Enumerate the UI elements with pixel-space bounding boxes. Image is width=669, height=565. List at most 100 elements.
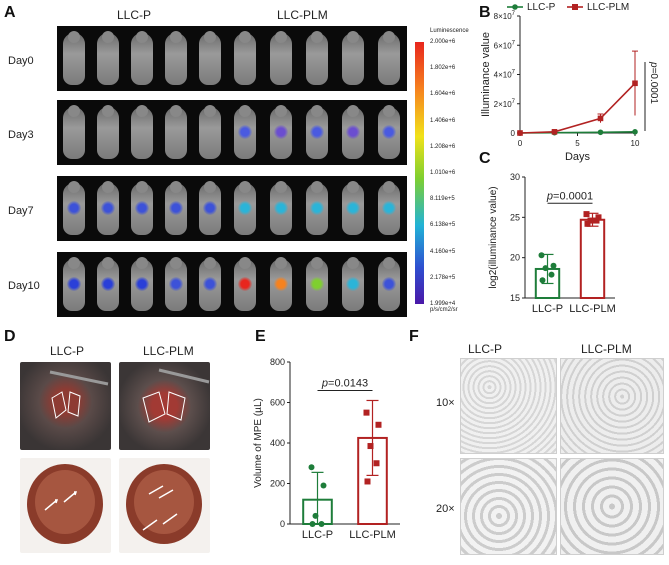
legend-label: LLC-P (527, 2, 556, 13)
imaging-panel-llcplm (227, 100, 407, 165)
luminescence-signal (101, 200, 115, 215)
y-tick-label: 400 (270, 438, 285, 448)
magnification-label: 10× (436, 397, 455, 409)
data-point (364, 478, 371, 485)
mouse-image (378, 30, 400, 85)
imaging-panel-llcp (57, 176, 227, 241)
luminescence-signal (135, 200, 149, 215)
y-tick-label: 200 (270, 479, 285, 489)
luminescence-signal (310, 276, 324, 291)
mouse-image (165, 180, 187, 235)
data-point (309, 521, 316, 527)
colorbar-tick-label: 2.178e+5 (430, 274, 456, 281)
imaging-panel-llcp (57, 252, 227, 317)
colorbar-tick-label: 1.208e+6 (430, 143, 456, 150)
x-tick-label: LLC-PLM (349, 529, 395, 541)
luminescence-signal (203, 200, 217, 215)
luminescence-signal (238, 200, 252, 215)
mouse-image (131, 104, 153, 159)
mouse-image (342, 180, 364, 235)
y-tick-label: 800 (270, 357, 285, 367)
luminescence-signal (310, 124, 324, 139)
data-point (375, 421, 382, 428)
x-tick-label: 10 (631, 139, 640, 148)
mouse-image (63, 256, 85, 311)
y-tick-label: 20 (510, 253, 520, 263)
mouse-image (199, 30, 221, 85)
day-label: Day7 (8, 205, 34, 217)
y-tick-label: 600 (270, 398, 285, 408)
day-label: Day3 (8, 129, 34, 141)
data-point (539, 277, 546, 284)
colorbar-tick-label: 1.604e+6 (430, 91, 456, 98)
cell-image-llcplm-10x (560, 358, 664, 454)
p-value-annotation: p=0.0001 (648, 61, 659, 104)
mouse-image (306, 30, 328, 85)
y-tick-label: 2×107 (494, 99, 516, 109)
x-tick-label: LLC-P (532, 303, 563, 315)
data-point (367, 443, 374, 450)
colorbar-tick-label: 2.000e+6 (430, 39, 456, 45)
thorax-photo-llcp (20, 362, 111, 450)
legend-label: LLC-PLM (587, 2, 629, 13)
colorbar-gradient (415, 42, 424, 304)
mouse-image (63, 180, 85, 235)
mouse-image (131, 180, 153, 235)
y-tick-label: 6×107 (494, 40, 516, 50)
panel-label-b: B (479, 4, 491, 21)
p-value-annotation: p=0.0143 (321, 377, 368, 389)
imaging-panel-llcplm (227, 26, 407, 91)
luminescence-signal (67, 276, 81, 291)
mouse-image (270, 180, 292, 235)
chart-e: 0 200 400 600 800 Volume of MPE (µL) LLC-P LLC-… (253, 357, 400, 541)
colorbar-unit: p/s/cm2/sr (430, 307, 458, 313)
mouse-image (234, 256, 256, 311)
mouse-image (199, 104, 221, 159)
data-point (517, 130, 523, 136)
x-tick-label: LLC-P (302, 529, 333, 541)
colorbar-tick-label: 4.160e+5 (430, 248, 456, 255)
mouse-image (199, 256, 221, 311)
mouse-image (378, 104, 400, 159)
data-point (308, 464, 315, 471)
mouse-image (306, 256, 328, 311)
mouse-image (97, 30, 119, 85)
lung-photo-llcplm (119, 458, 210, 553)
colorbar-tick-label: 1.999e+4 (430, 301, 456, 307)
colorbar-tick-label: 1.010e+6 (430, 170, 456, 176)
luminescence-signal (346, 276, 360, 291)
mouse-image (270, 256, 292, 311)
data-point (373, 460, 380, 467)
panel-label-e: E (255, 328, 266, 345)
luminescence-signal (382, 124, 396, 139)
x-tick-label: 0 (518, 139, 523, 148)
x-tick-label: LLC-PLM (569, 303, 615, 315)
colorbar-tick-label: 8.119e+5 (430, 196, 455, 203)
p-value-annotation: p=0.0001 (546, 190, 593, 202)
data-point (363, 409, 370, 416)
data-point (542, 265, 549, 272)
mouse-image (234, 180, 256, 235)
data-point (583, 211, 590, 218)
mouse-image (131, 256, 153, 311)
y-tick-label: 30 (510, 172, 520, 182)
mouse-image (165, 104, 187, 159)
luminescence-signal (274, 276, 288, 291)
mouse-image (378, 180, 400, 235)
x-axis-label: Days (565, 151, 591, 163)
panel-a-group2-title: LLC-PLM (277, 8, 328, 22)
colorbar-title: Luminescence (430, 28, 469, 34)
mouse-image (165, 30, 187, 85)
mouse-image (234, 30, 256, 85)
panel-a-group1-title: LLC-P (117, 8, 152, 22)
legend-marker (572, 4, 578, 10)
mouse-image (97, 104, 119, 159)
mouse-image (63, 30, 85, 85)
chart-b: 0 2×107 4×107 6×107 8×107 0 5 10 Days Illuminance… (480, 2, 659, 163)
luminescence-signal (346, 200, 360, 215)
panel-f-group2-title: LLC-PLM (581, 342, 632, 356)
panel-d-group2-title: LLC-PLM (143, 344, 194, 358)
series-line (519, 82, 636, 134)
y-tick-label: 15 (510, 293, 520, 303)
mouse-image (306, 180, 328, 235)
